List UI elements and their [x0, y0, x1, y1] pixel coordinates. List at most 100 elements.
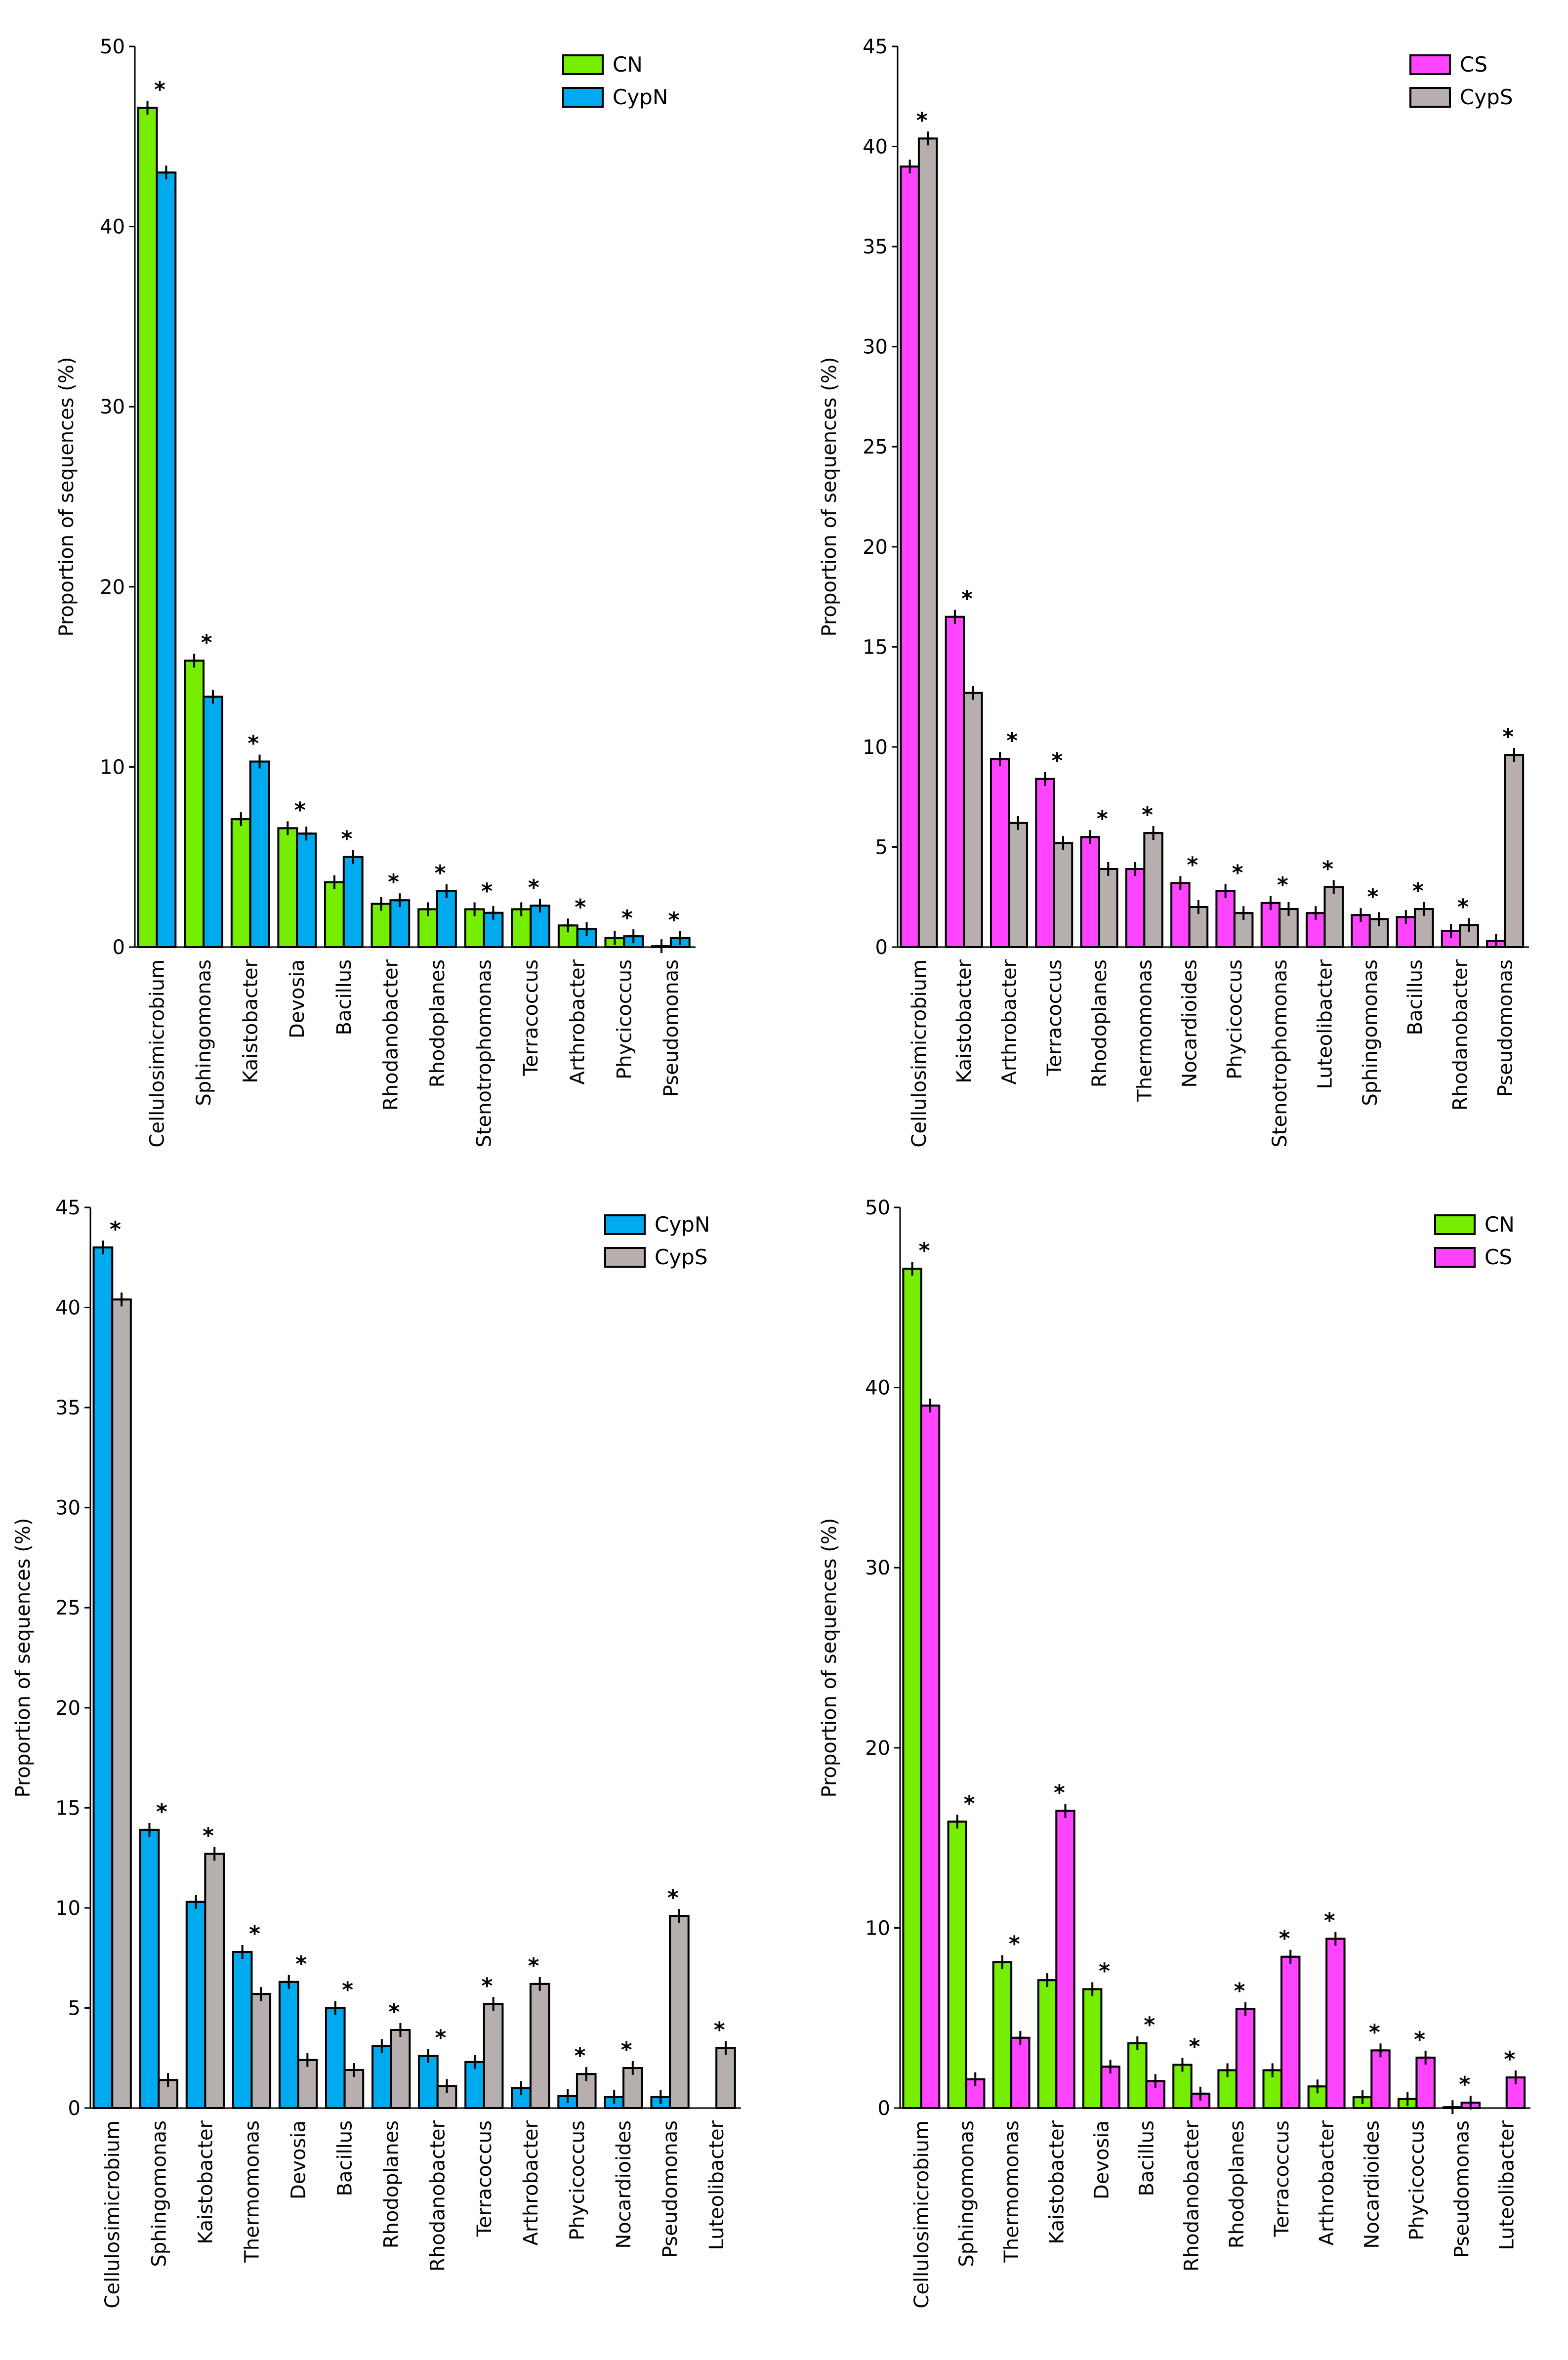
significance-star: * — [341, 827, 352, 852]
bar-CypS-Pseudomonas — [669, 1915, 690, 2109]
bar-CypN-Cellulosimicrobium — [156, 171, 177, 949]
significance-star: * — [1142, 802, 1153, 828]
category-label: Kaistobacter — [240, 959, 262, 1083]
y-tick-label: 40 — [863, 136, 888, 159]
significance-star: * — [1051, 748, 1063, 774]
bar-CN-Kaistobacter — [1037, 1979, 1058, 2110]
y-tick-label: 0 — [875, 936, 888, 959]
bar-CS-Terracoccus — [1280, 1955, 1301, 2110]
category-label: Terracoccus — [1043, 959, 1066, 1076]
y-tick-label: 45 — [55, 1197, 81, 1219]
bar-CypS-Kaistobacter — [963, 692, 983, 948]
legend-label-CypS: CypS — [1460, 85, 1513, 109]
significance-star: * — [1324, 1908, 1335, 1933]
bar-CypS-Cellulosimicrobium — [917, 137, 938, 949]
significance-star: * — [916, 108, 928, 133]
category-label: Rhodoplanes — [426, 959, 449, 1087]
bar-CypS-Terracoccus — [483, 2003, 504, 2110]
category-label: Cellulosimicrobium — [146, 959, 168, 1148]
significance-star: * — [248, 731, 259, 756]
significance-star: * — [156, 1799, 167, 1824]
bar-CypN-Rhodanobacter — [389, 899, 411, 948]
bar-CypN-Sphingomonas — [139, 1828, 160, 2109]
significance-star: * — [1187, 852, 1198, 877]
category-label: Rhodanobacter — [379, 959, 402, 1111]
bar-CypS-Terracoccus — [1053, 842, 1073, 948]
bar-CS-Arthrobacter — [990, 758, 1010, 948]
significance-star: * — [1189, 2034, 1200, 2059]
significance-star: * — [575, 895, 586, 920]
bar-CypN-Kaistobacter — [185, 1901, 206, 2110]
y-tick-label: 50 — [100, 36, 125, 58]
category-label: Rhodanobacter — [427, 2120, 450, 2272]
legend-swatch-CN — [1434, 1214, 1476, 1235]
y-tick-label: 30 — [863, 336, 888, 359]
significance-star: * — [1234, 1978, 1245, 2003]
bar-CS-Arthrobacter — [1325, 1938, 1346, 2109]
bar-CS-Rhodoplanes — [1235, 2008, 1256, 2109]
bar-CypS-Thermomonas — [1143, 832, 1163, 948]
y-tick-label: 0 — [113, 936, 125, 959]
significance-star: * — [1006, 728, 1018, 753]
category-label: Pseudomonas — [660, 959, 683, 1097]
category-label: Sphingomonas — [148, 2120, 170, 2267]
significance-star: * — [1099, 1958, 1110, 1984]
bar-CypN-Sphingomonas — [203, 696, 223, 949]
category-label: Kaistobacter — [194, 2120, 217, 2244]
category-label: Luteolibacter — [1314, 959, 1336, 1089]
significance-star: * — [294, 797, 306, 823]
category-label: Rhodoplanes — [380, 2120, 403, 2248]
significance-star: * — [961, 586, 973, 612]
bar-CypN-Devosia — [278, 1981, 299, 2110]
category-label: Thermomonas — [1133, 959, 1156, 1102]
significance-star: * — [667, 1885, 679, 1910]
y-tick-label: 10 — [100, 756, 125, 779]
y-tick-label: 10 — [865, 1917, 890, 1940]
legend-swatch-CypN — [562, 87, 604, 108]
category-label: Bacillus — [334, 2120, 357, 2196]
category-label: Bacillus — [333, 959, 356, 1035]
chart-panel-4: 0 10 20 30 40 50 Proportion of sequences (%) * C… — [818, 1197, 1530, 2309]
significance-star: * — [201, 630, 212, 655]
significance-star: * — [249, 1921, 260, 1946]
y-tick-label: 10 — [863, 736, 888, 759]
bar-CN-Sphingomonas — [947, 1821, 967, 2109]
category-label: Sphingomonas — [1359, 959, 1382, 1106]
bar-CS-Nocardioides — [1370, 2049, 1391, 2110]
bar-CypS-Rhodoplanes — [1098, 868, 1118, 949]
bar-CS-Kaistobacter — [945, 616, 965, 948]
category-label: Terracoccus — [473, 2120, 496, 2237]
significance-star: * — [1504, 2047, 1515, 2072]
significance-star: * — [575, 2043, 586, 2069]
bar-CN-Thermomonas — [992, 1961, 1013, 2110]
chart-panel-2: 0 5 10 15 20 25 30 35 40 45 Proportion of sequence… — [818, 36, 1529, 1148]
significance-star: * — [714, 2017, 725, 2042]
significance-star: * — [528, 1953, 539, 1979]
bar-CypN-Rhodanobacter — [418, 2055, 439, 2109]
bar-CN-Sphingomonas — [184, 660, 205, 948]
bar-CypN-Bacillus — [325, 2007, 346, 2109]
bar-CS-Kaistobacter — [1055, 1810, 1075, 2109]
y-tick-label: 20 — [865, 1737, 890, 1760]
category-label: Thermomonas — [241, 2120, 263, 2263]
y-tick-label: 35 — [863, 236, 888, 258]
category-label: Nocardioides — [1361, 2120, 1383, 2249]
category-label: Nocardioides — [613, 2120, 635, 2249]
significance-star: * — [668, 908, 679, 933]
y-tick-label: 30 — [865, 1557, 890, 1579]
y-tick-label: 40 — [865, 1377, 890, 1400]
significance-star: * — [621, 906, 633, 931]
bar-CypN-Bacillus — [342, 856, 364, 948]
significance-star: * — [1232, 861, 1243, 886]
significance-star: * — [1009, 1932, 1020, 1957]
y-tick-label: 20 — [100, 576, 125, 599]
y-axis-label: Proportion of sequences (%) — [12, 1518, 35, 1798]
legend-label-CypS: CypS — [655, 1245, 708, 1269]
legend-label-CN: CN — [613, 52, 643, 77]
significance-star: * — [1502, 724, 1514, 749]
bar-CypN-Cellulosimicrobium — [92, 1246, 114, 2109]
category-label: Nocardioides — [1179, 959, 1201, 1088]
bar-CypN-Stenotrophomonas — [483, 911, 504, 948]
significance-star: * — [1054, 1780, 1065, 1805]
legend-label-CypN: CypN — [613, 85, 668, 109]
